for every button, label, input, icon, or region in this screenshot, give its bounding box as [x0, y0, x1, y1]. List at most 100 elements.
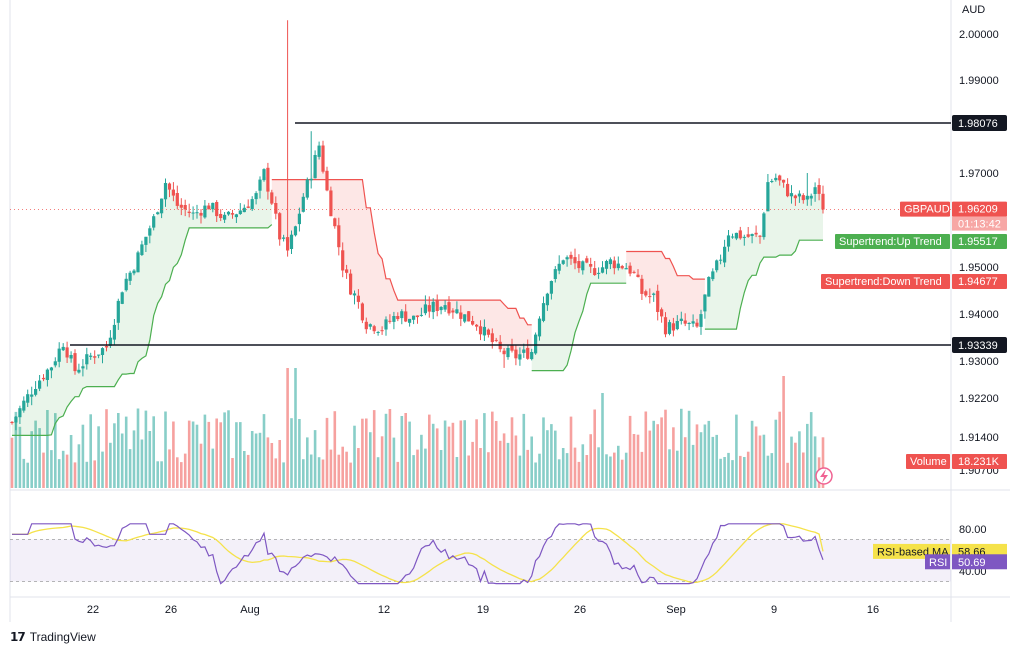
candle	[463, 314, 467, 324]
volume-bar	[46, 410, 49, 488]
horizontal-lines[interactable]: 1.98076 1.93339	[70, 115, 1007, 353]
candle-body	[683, 320, 687, 324]
volume-bar	[660, 417, 663, 488]
candle-body	[175, 193, 179, 206]
candle	[530, 348, 534, 361]
candle	[652, 292, 656, 302]
volume-bar	[695, 424, 699, 488]
volume-bar	[491, 411, 494, 488]
candle	[203, 200, 207, 219]
volume-bar	[227, 410, 230, 488]
candle-body	[104, 346, 109, 348]
volume-bar	[794, 442, 797, 488]
volume-bar	[526, 449, 529, 488]
horizontal-level-label: 1.93339	[958, 340, 998, 352]
volume-bar	[22, 458, 26, 488]
candle	[604, 259, 609, 275]
candle-body	[293, 226, 298, 236]
candle-body	[203, 205, 207, 218]
candle	[581, 260, 585, 275]
volume-bar	[57, 459, 61, 488]
candle-body	[675, 321, 679, 330]
volume-bar	[89, 414, 92, 488]
volume-bar	[479, 448, 482, 488]
candle	[667, 319, 672, 336]
volume-bar	[168, 449, 171, 488]
candle	[553, 266, 557, 283]
candle	[679, 311, 683, 325]
volume-bar	[534, 462, 537, 488]
brand[interactable]: 𝟭𝟳 TradingView	[10, 630, 96, 644]
candle-body	[57, 348, 61, 362]
candle	[660, 307, 664, 323]
symbol-tag-label: GBPAUD	[904, 204, 950, 216]
candle	[624, 263, 628, 270]
rsi-value-box	[952, 554, 1007, 570]
lightning-alert-icon[interactable]	[815, 467, 833, 485]
candle-body	[234, 214, 238, 218]
candle	[616, 256, 620, 271]
volume-bar	[101, 451, 104, 488]
candle-body	[65, 347, 69, 358]
candle-body	[443, 305, 447, 310]
volume-bar	[774, 419, 778, 488]
candle	[821, 185, 825, 214]
volume-bar	[739, 455, 742, 488]
volume-bar	[447, 426, 451, 488]
candle	[467, 311, 471, 322]
candle-body	[415, 315, 420, 318]
candle-body	[396, 316, 400, 320]
volume-bar	[274, 458, 278, 488]
candle	[282, 234, 286, 242]
candle	[293, 225, 298, 237]
candle	[730, 233, 735, 239]
candle	[809, 193, 813, 206]
candle	[526, 339, 530, 360]
candle	[648, 288, 652, 304]
candle-body	[766, 182, 770, 212]
candle-body	[34, 389, 38, 395]
candle	[593, 261, 597, 276]
candle	[715, 259, 719, 273]
candle	[502, 348, 506, 368]
candle	[160, 198, 164, 219]
candle-body	[179, 204, 183, 208]
volume-bar	[140, 439, 144, 488]
candle	[478, 320, 483, 341]
candle-body	[278, 213, 282, 240]
supertrend-line-1	[271, 179, 532, 326]
candle	[250, 196, 254, 211]
candle	[333, 217, 337, 229]
volume-bar	[337, 454, 341, 488]
candle-body	[455, 309, 459, 314]
candle-body	[274, 203, 278, 214]
volume-bar	[369, 432, 372, 488]
candle	[573, 248, 577, 270]
candle-body	[738, 230, 742, 239]
candle	[565, 255, 569, 267]
candle-body	[73, 353, 77, 372]
volume-bar	[451, 422, 455, 488]
candle-body	[93, 356, 97, 358]
candle-body	[451, 310, 455, 313]
candle-body	[514, 349, 518, 359]
chart-frame	[9, 0, 1010, 622]
candle	[49, 366, 53, 379]
candle	[313, 150, 317, 179]
volume-bar	[408, 421, 411, 488]
candle-body	[356, 295, 360, 302]
candle	[797, 190, 801, 203]
candle	[447, 296, 451, 316]
candle-body	[317, 145, 321, 157]
candle-body	[471, 321, 475, 325]
candle	[183, 199, 187, 217]
candle	[289, 230, 294, 254]
candle-body	[124, 278, 128, 291]
candle	[230, 209, 235, 219]
supertrend-up-tag-label: Supertrend:Up Trend	[839, 236, 942, 248]
volume-bar	[132, 430, 136, 488]
volume-bar	[691, 444, 695, 488]
candle	[612, 256, 616, 275]
candle-body	[77, 369, 81, 373]
